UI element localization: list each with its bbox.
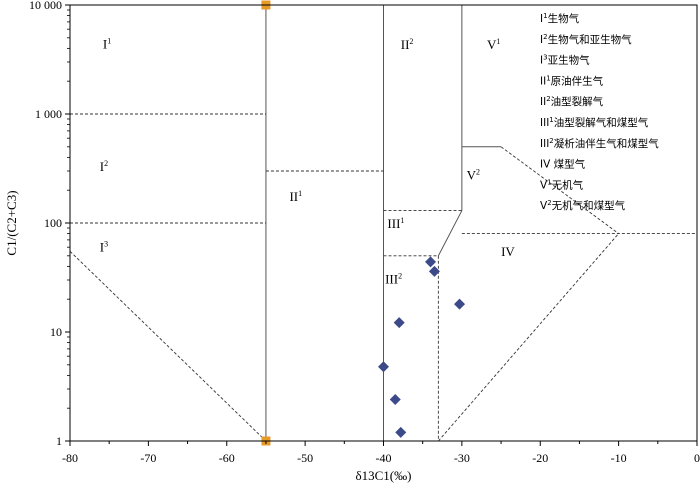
x-tick-label: -70 bbox=[140, 451, 156, 465]
data-point bbox=[378, 361, 389, 373]
x-axis-ticks: -80 -70 -60 -50 -40 -30 -20 -10 0 bbox=[62, 441, 700, 465]
legend-entry: III2凝析油伴生气和煤型气 bbox=[540, 137, 659, 150]
x-tick-label: -60 bbox=[219, 451, 235, 465]
legend-entry: V1无机气 bbox=[540, 178, 584, 191]
x-tick-label: -30 bbox=[454, 451, 470, 465]
data-point bbox=[393, 317, 405, 329]
x-tick-label: 0 bbox=[694, 451, 700, 465]
region-labels: I1 I2 I3 II1 II2 III1 III2 IV V1 V2 bbox=[100, 36, 516, 286]
y-tick-label: 1 bbox=[56, 434, 62, 448]
legend: I1生物气 I2生物气和亚生物气 I3亚生物气 II1原油伴生气 II2油型裂解气 III… bbox=[540, 12, 659, 212]
data-point bbox=[454, 298, 466, 310]
legend-entry: IV 煤型气 bbox=[540, 158, 586, 171]
x-tick-label: -40 bbox=[376, 451, 392, 465]
y-tick-label: 10 000 bbox=[29, 0, 62, 12]
region-label: I1 bbox=[103, 36, 111, 51]
region-label: II2 bbox=[401, 37, 414, 52]
region-label: V2 bbox=[467, 168, 480, 183]
data-point bbox=[395, 426, 407, 438]
y-axis-ticks: 1 10 100 1 000 10 000 bbox=[29, 0, 70, 448]
y-axis-label: C1/(C2+C3) bbox=[4, 190, 19, 255]
legend-entry: I2生物气和亚生物气 bbox=[540, 33, 632, 46]
region-label: II1 bbox=[289, 189, 302, 204]
legend-entry: II1原油伴生气 bbox=[540, 74, 604, 87]
legend-entry: II2油型裂解气 bbox=[540, 95, 604, 108]
y-tick-label: 10 bbox=[50, 325, 62, 339]
region-label: IV bbox=[501, 244, 515, 259]
x-tick-label: -20 bbox=[532, 451, 548, 465]
y-tick-label: 100 bbox=[44, 216, 62, 230]
boundary-line-dashed bbox=[69, 250, 267, 442]
legend-entry: I3亚生物气 bbox=[540, 54, 590, 67]
boundary-line-solid bbox=[437, 210, 463, 257]
data-point bbox=[428, 265, 440, 277]
data-point bbox=[389, 394, 401, 406]
region-label: V1 bbox=[487, 37, 500, 52]
x-tick-label: -10 bbox=[611, 451, 627, 465]
legend-entry: V2无机气和煤型气 bbox=[540, 199, 626, 212]
region-label: III2 bbox=[385, 271, 402, 286]
y-tick-label: 1 000 bbox=[35, 107, 62, 121]
region-label: I2 bbox=[100, 159, 108, 174]
region-label: I3 bbox=[100, 239, 108, 254]
boundary-line-dashed bbox=[438, 233, 619, 442]
data-point bbox=[425, 256, 437, 268]
region-boundaries bbox=[69, 5, 697, 442]
x-tick-label: -50 bbox=[297, 451, 313, 465]
legend-entry: III1油型裂解气和煤型气 bbox=[540, 116, 649, 129]
legend-entry: I1生物气 bbox=[540, 12, 580, 25]
region-label: III1 bbox=[387, 216, 404, 231]
data-points bbox=[261, 0, 466, 446]
x-axis-label: δ13C1(‰) bbox=[356, 468, 412, 483]
boundary-line-dashed bbox=[500, 146, 619, 234]
x-tick-label: -80 bbox=[62, 451, 78, 465]
